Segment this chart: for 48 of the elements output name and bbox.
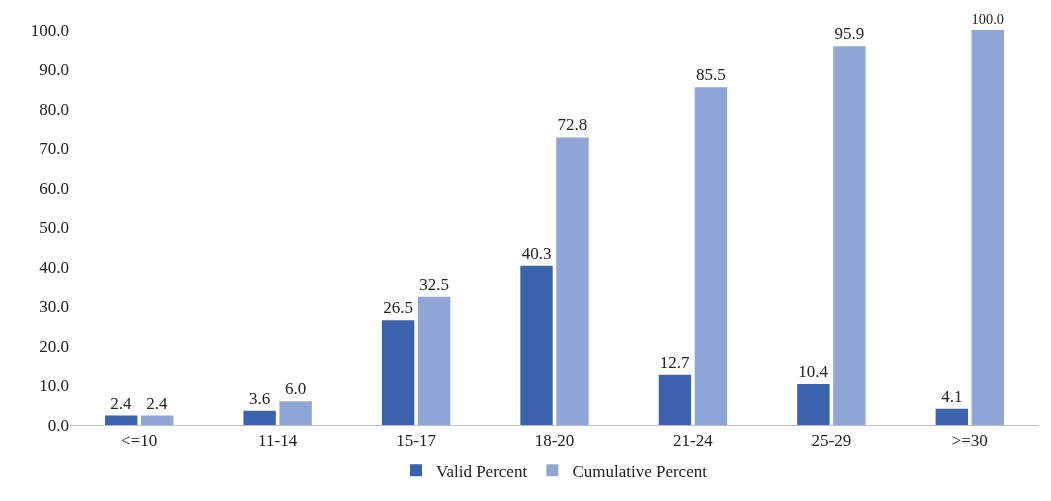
- data-label: 32.5: [419, 274, 449, 294]
- data-label: 12.7: [659, 352, 691, 372]
- data-label: 2.4: [146, 393, 169, 413]
- x-tick-label: <=10: [121, 431, 158, 451]
- bar: [556, 137, 589, 425]
- bar: [381, 320, 415, 425]
- bar: [935, 408, 968, 425]
- x-tick-label: 21-24: [673, 431, 714, 451]
- data-label: 40.3: [521, 243, 552, 263]
- y-tick-label: 100.0: [30, 20, 69, 40]
- bar: [797, 383, 830, 425]
- data-label: 3.6: [249, 388, 271, 408]
- bar: [417, 296, 451, 425]
- bar: [694, 87, 728, 425]
- y-tick-label: 0.0: [47, 415, 69, 435]
- data-label: 10.4: [798, 361, 829, 381]
- bar: [105, 415, 138, 425]
- bar: [833, 46, 866, 425]
- data-label: 85.5: [696, 65, 726, 85]
- data-label: 4.1: [941, 386, 963, 406]
- y-tick-label: 60.0: [39, 178, 69, 198]
- bar: [279, 401, 312, 425]
- y-tick-label: 90.0: [39, 60, 69, 80]
- x-tick-label: 15-17: [396, 431, 437, 451]
- y-tick-label: 20.0: [39, 336, 69, 356]
- data-label: 95.9: [834, 24, 865, 44]
- y-tick-label: 80.0: [39, 99, 69, 119]
- x-tick-label: 18-20: [534, 431, 575, 451]
- bar: [971, 30, 1004, 425]
- data-label: 100.0: [971, 10, 1004, 27]
- y-tick-label: 30.0: [39, 297, 69, 317]
- data-label: 2.4: [110, 393, 133, 413]
- x-tick-label: >=30: [951, 431, 988, 451]
- legend-label: Valid Percent: [436, 461, 528, 481]
- y-tick-label: 10.0: [39, 376, 69, 396]
- y-tick-label: 70.0: [39, 139, 69, 159]
- bar: [658, 374, 692, 425]
- x-tick-label: 25-29: [811, 431, 852, 451]
- data-label: 72.8: [557, 115, 588, 135]
- legend-label: Cumulative Percent: [572, 461, 708, 481]
- x-tick-label: 11-14: [258, 431, 298, 451]
- data-label: 6.0: [285, 379, 307, 399]
- bar: [520, 265, 553, 425]
- data-label: 26.5: [383, 298, 413, 318]
- bar: [141, 415, 174, 425]
- y-tick-label: 40.0: [39, 257, 69, 277]
- bar: [243, 410, 276, 425]
- y-tick-label: 50.0: [39, 218, 69, 238]
